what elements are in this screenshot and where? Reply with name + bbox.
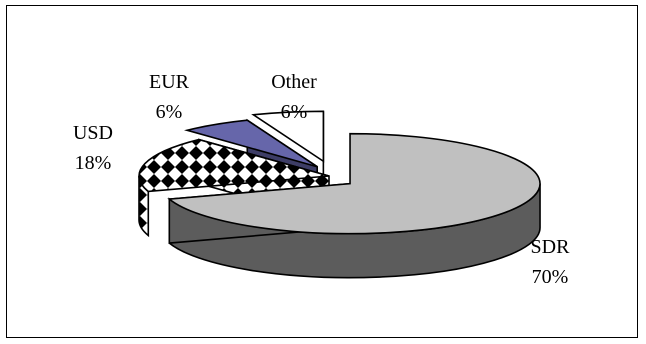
slice-eur [184, 119, 318, 168]
label-sdr-pct: 70% [532, 266, 569, 288]
label-other-name: Other [271, 71, 317, 93]
pie-labels: USD 18% EUR 6% Other 6% SDR 70% [73, 71, 570, 288]
label-usd-name: USD [73, 122, 113, 144]
label-usd-pct: 18% [75, 152, 112, 174]
label-other-pct: 6% [281, 101, 308, 123]
slice-usd [138, 138, 330, 193]
label-sdr-name: SDR [531, 236, 571, 258]
pie-slices [138, 110, 541, 279]
label-eur-name: EUR [149, 71, 190, 93]
label-eur-pct: 6% [156, 101, 183, 123]
chart-frame: USD 18% EUR 6% Other 6% SDR 70% [6, 5, 638, 338]
slice-sdr [167, 132, 541, 235]
slice-other [251, 110, 325, 163]
pie-chart: USD 18% EUR 6% Other 6% SDR 70% [73, 71, 570, 288]
